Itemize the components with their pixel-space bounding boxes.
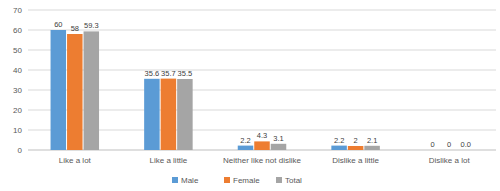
x-tick-label: Dislike a little <box>332 156 379 165</box>
y-tick-label: 60 <box>13 26 22 35</box>
data-label: 58 <box>71 24 79 33</box>
legend-swatch <box>172 177 178 183</box>
x-tick-label: Dislike a lot <box>429 156 471 165</box>
bar <box>238 146 254 150</box>
data-label: 35.7 <box>161 69 176 78</box>
data-label: 2 <box>354 136 358 145</box>
bar <box>348 146 364 150</box>
data-label: 0 <box>431 140 435 149</box>
grid-line <box>28 10 496 11</box>
bar <box>67 34 83 150</box>
bar <box>331 146 347 150</box>
data-label: 35.6 <box>145 69 160 78</box>
legend-label: Total <box>285 176 302 185</box>
bar <box>254 141 270 150</box>
legend-label: Male <box>181 176 199 185</box>
chart-container: 010203040506070605859.335.635.735.52.24.… <box>0 0 500 191</box>
legend-swatch <box>276 177 282 183</box>
bar <box>425 150 441 151</box>
data-label: 2.1 <box>367 136 377 145</box>
data-labels: 60 58 59.3 35.635.735.5 2.2 4.3 3.1 2.2 2 2.1 0 0 0.… <box>54 20 471 149</box>
bar <box>161 79 177 150</box>
data-label: 0 <box>447 140 451 149</box>
bar <box>144 79 160 150</box>
chart-svg: 010203040506070605859.335.635.735.52.24.… <box>0 0 500 191</box>
data-label: 60 <box>54 20 62 29</box>
data-label: 2.2 <box>240 136 250 145</box>
x-tick-label: Like a little <box>150 156 188 165</box>
y-tick-label: 0 <box>18 146 23 155</box>
x-tick-label: Like a lot <box>59 156 92 165</box>
bars <box>51 30 380 150</box>
bar <box>271 144 287 150</box>
bar <box>51 30 67 150</box>
bar <box>441 150 457 151</box>
bar <box>84 31 100 150</box>
y-tick-label: 10 <box>13 126 22 135</box>
data-label: 59.3 <box>84 21 99 30</box>
y-tick-label: 50 <box>13 46 22 55</box>
y-tick-label: 30 <box>13 86 22 95</box>
bar <box>458 150 474 151</box>
data-label: 2.2 <box>334 136 344 145</box>
y-tick-label: 20 <box>13 106 22 115</box>
data-label: 0.0 <box>460 140 470 149</box>
bar <box>177 79 193 150</box>
y-tick-label: 40 <box>13 66 22 75</box>
data-label: 35.5 <box>178 69 193 78</box>
data-label: 3.1 <box>273 134 283 143</box>
x-tick-label: Neither like not dislike <box>223 156 301 165</box>
legend-label: Female <box>233 176 260 185</box>
data-label: 4.3 <box>257 131 267 140</box>
y-tick-label: 70 <box>13 6 22 15</box>
bar <box>364 146 380 150</box>
legend-swatch <box>224 177 230 183</box>
